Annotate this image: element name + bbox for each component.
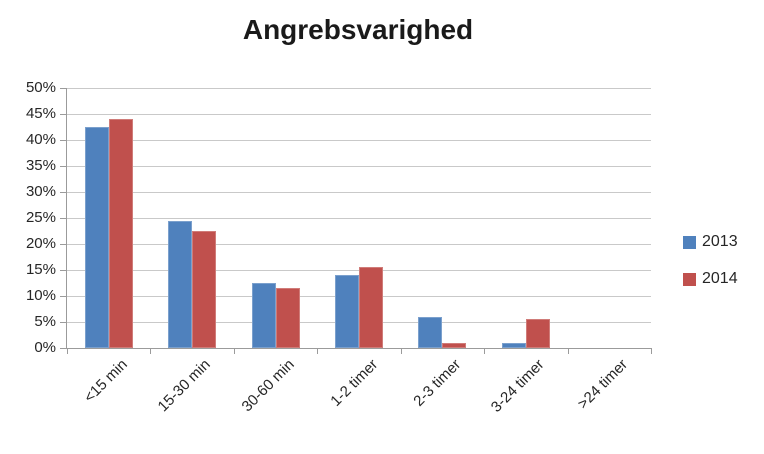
- legend-label: 2013: [702, 233, 738, 250]
- x-axis-tick: [651, 348, 652, 354]
- x-axis-tick: [567, 348, 569, 354]
- bar-2013-2: [251, 283, 276, 348]
- legend-item-2014: 2014: [683, 270, 738, 288]
- gridline: [67, 114, 651, 115]
- y-axis-tick: [60, 166, 67, 167]
- y-axis-tick: [60, 296, 67, 297]
- y-axis-label: 10%: [25, 287, 56, 304]
- y-axis-tick: [60, 348, 67, 349]
- y-axis-tick: [60, 140, 67, 141]
- bar-2013-0: [84, 127, 109, 348]
- gridline: [67, 192, 651, 193]
- legend-swatch-2014: [683, 272, 696, 286]
- x-axis-label: <15 min: [80, 356, 131, 407]
- legend-swatch-2013: [683, 235, 696, 249]
- y-axis-tick: [60, 322, 67, 323]
- gridline: [67, 244, 651, 245]
- x-axis-tick: [317, 348, 319, 354]
- bar-2013-3: [335, 275, 359, 348]
- bar-2014-5: [525, 319, 550, 348]
- x-axis-tick: [233, 348, 235, 354]
- y-axis-label: 30%: [25, 183, 56, 200]
- y-axis-label: 15%: [25, 261, 56, 278]
- legend-item-2013: 2013: [683, 233, 738, 251]
- bar-2013-1: [168, 220, 193, 348]
- bar-2014-1: [192, 231, 217, 348]
- gridline: [67, 88, 651, 89]
- y-axis-tick: [60, 218, 67, 219]
- y-axis-tick: [60, 88, 67, 89]
- bar-2014-3: [359, 267, 383, 348]
- gridline: [67, 166, 651, 167]
- y-axis-label: 25%: [25, 209, 56, 226]
- x-axis-label: 1-2 timer: [327, 356, 382, 410]
- x-axis-label: 2-3 timer: [410, 356, 465, 410]
- plot-area: <15 min 15-30 min 30-60 min 1-2 timer 2-3 ti…: [60, 88, 652, 416]
- bar-2014-4: [442, 342, 467, 348]
- x-axis-tick: [150, 348, 152, 354]
- legend-label: 2014: [702, 270, 738, 287]
- gridline: [67, 218, 651, 219]
- chart-title: Angrebsvarighed: [242, 14, 474, 45]
- x-axis-label: >24 timer: [574, 356, 632, 413]
- bar-2014-0: [108, 119, 133, 348]
- y-axis-label: 45%: [25, 105, 56, 122]
- x-axis-tick: [400, 348, 402, 354]
- y-axis-label: 0%: [34, 339, 56, 356]
- gridline: [67, 140, 651, 141]
- x-axis-label: 30-60 min: [238, 356, 298, 416]
- y-axis-label: 20%: [25, 235, 56, 252]
- y-axis-label: 5%: [34, 313, 56, 330]
- y-axis-labels: 0% 5% 10% 15% 20% 25% 30% 35% 40% 45% 50%: [0, 79, 56, 356]
- y-axis-label: 50%: [25, 79, 56, 96]
- y-axis-tick: [60, 270, 67, 271]
- y-axis-tick: [60, 244, 67, 245]
- bar-2013-4: [418, 316, 443, 348]
- x-axis-label: 3-24 timer: [488, 356, 548, 416]
- y-axis-label: 35%: [25, 157, 56, 174]
- x-axis-label: 15-30 min: [154, 356, 215, 416]
- y-axis-label: 40%: [25, 131, 56, 148]
- x-axis-tick: [67, 348, 68, 354]
- bar-2014-2: [275, 288, 300, 348]
- y-axis-tick: [60, 114, 67, 115]
- bar-2013-5: [501, 342, 526, 348]
- x-axis-tick: [484, 348, 486, 354]
- legend: 2013 2014: [683, 233, 738, 307]
- y-axis-tick: [60, 192, 67, 193]
